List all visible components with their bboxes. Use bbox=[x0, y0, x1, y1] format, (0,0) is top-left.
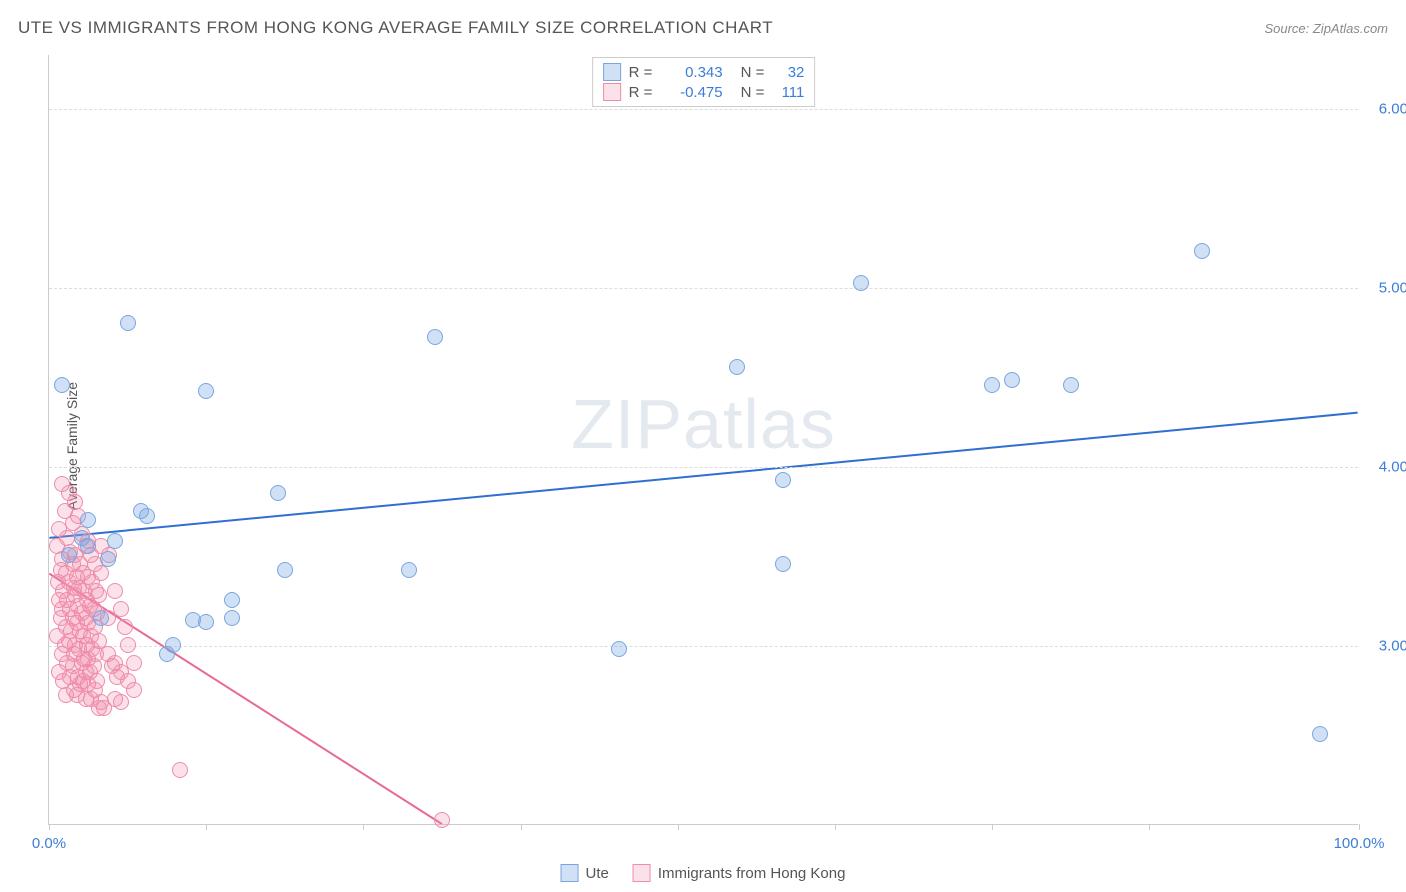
data-point-blue bbox=[198, 383, 214, 399]
data-point-pink bbox=[126, 655, 142, 671]
correlation-stats-legend: R = 0.343 N = 32 R = -0.475 N = 111 bbox=[592, 57, 816, 107]
data-point-pink bbox=[172, 762, 188, 778]
data-point-blue bbox=[74, 530, 90, 546]
data-point-blue bbox=[159, 646, 175, 662]
data-point-pink bbox=[107, 583, 123, 599]
data-point-blue bbox=[224, 592, 240, 608]
swatch-pink-icon bbox=[603, 83, 621, 101]
trend-line bbox=[49, 413, 1357, 538]
gridline bbox=[49, 109, 1358, 110]
data-point-pink bbox=[126, 682, 142, 698]
data-point-blue bbox=[1004, 372, 1020, 388]
legend-label-pink: Immigrants from Hong Kong bbox=[658, 865, 846, 882]
watermark: ZIPatlas bbox=[571, 384, 836, 464]
legend-label-blue: Ute bbox=[586, 865, 609, 882]
r-value-pink: -0.475 bbox=[665, 84, 723, 101]
r-label: R = bbox=[629, 84, 657, 101]
data-point-blue bbox=[775, 472, 791, 488]
data-point-blue bbox=[80, 512, 96, 528]
y-tick-label: 3.00 bbox=[1379, 637, 1406, 654]
series-legend: Ute Immigrants from Hong Kong bbox=[561, 864, 846, 882]
data-point-blue bbox=[100, 551, 116, 567]
data-point-blue bbox=[401, 562, 417, 578]
chart-header: UTE VS IMMIGRANTS FROM HONG KONG AVERAGE… bbox=[18, 18, 1388, 38]
y-tick-label: 4.00 bbox=[1379, 458, 1406, 475]
chart-title: UTE VS IMMIGRANTS FROM HONG KONG AVERAGE… bbox=[18, 18, 773, 38]
data-point-blue bbox=[139, 508, 155, 524]
r-value-blue: 0.343 bbox=[665, 64, 723, 81]
watermark-zip: ZIP bbox=[571, 385, 683, 463]
x-tick-label: 100.0% bbox=[1334, 835, 1385, 852]
n-label: N = bbox=[741, 84, 765, 101]
legend-item-blue: Ute bbox=[561, 864, 609, 882]
x-tick bbox=[363, 824, 364, 830]
data-point-pink bbox=[434, 812, 450, 828]
data-point-blue bbox=[984, 377, 1000, 393]
data-point-blue bbox=[729, 359, 745, 375]
y-tick-label: 6.00 bbox=[1379, 100, 1406, 117]
data-point-pink bbox=[120, 637, 136, 653]
data-point-blue bbox=[1194, 243, 1210, 259]
data-point-pink bbox=[93, 565, 109, 581]
gridline bbox=[49, 646, 1358, 647]
x-tick bbox=[206, 824, 207, 830]
data-point-blue bbox=[427, 329, 443, 345]
data-point-blue bbox=[224, 610, 240, 626]
data-point-blue bbox=[277, 562, 293, 578]
data-point-pink bbox=[113, 694, 129, 710]
x-tick bbox=[1359, 824, 1360, 830]
x-tick bbox=[992, 824, 993, 830]
stats-row-pink: R = -0.475 N = 111 bbox=[603, 82, 805, 102]
data-point-pink bbox=[117, 619, 133, 635]
x-tick bbox=[521, 824, 522, 830]
n-label: N = bbox=[741, 64, 765, 81]
x-tick-label: 0.0% bbox=[32, 835, 66, 852]
trend-lines bbox=[49, 55, 1358, 824]
data-point-blue bbox=[54, 377, 70, 393]
x-tick bbox=[1149, 824, 1150, 830]
data-point-blue bbox=[1063, 377, 1079, 393]
x-tick bbox=[835, 824, 836, 830]
gridline bbox=[49, 467, 1358, 468]
legend-item-pink: Immigrants from Hong Kong bbox=[633, 864, 846, 882]
source-attribution: Source: ZipAtlas.com bbox=[1264, 21, 1388, 36]
n-value-blue: 32 bbox=[772, 64, 804, 81]
data-point-blue bbox=[1312, 726, 1328, 742]
data-point-blue bbox=[270, 485, 286, 501]
watermark-atlas: atlas bbox=[683, 385, 836, 463]
data-point-blue bbox=[198, 614, 214, 630]
data-point-blue bbox=[107, 533, 123, 549]
n-value-pink: 111 bbox=[772, 84, 804, 101]
y-tick-label: 5.00 bbox=[1379, 279, 1406, 296]
data-point-pink bbox=[109, 669, 125, 685]
stats-row-blue: R = 0.343 N = 32 bbox=[603, 62, 805, 82]
data-point-blue bbox=[853, 275, 869, 291]
x-tick bbox=[49, 824, 50, 830]
swatch-blue-icon bbox=[561, 864, 579, 882]
data-point-blue bbox=[611, 641, 627, 657]
data-point-blue bbox=[120, 315, 136, 331]
gridline bbox=[49, 288, 1358, 289]
data-point-blue bbox=[61, 547, 77, 563]
r-label: R = bbox=[629, 64, 657, 81]
x-tick bbox=[678, 824, 679, 830]
data-point-blue bbox=[93, 610, 109, 626]
swatch-pink-icon bbox=[633, 864, 651, 882]
scatter-plot-area: ZIPatlas R = 0.343 N = 32 R = -0.475 N =… bbox=[48, 55, 1358, 825]
data-point-pink bbox=[58, 687, 74, 703]
data-point-blue bbox=[775, 556, 791, 572]
swatch-blue-icon bbox=[603, 63, 621, 81]
